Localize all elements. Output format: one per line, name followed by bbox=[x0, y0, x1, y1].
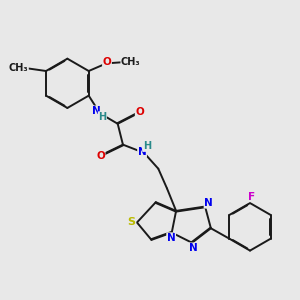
Text: N: N bbox=[167, 233, 176, 243]
Text: H: H bbox=[98, 112, 106, 122]
Text: F: F bbox=[248, 192, 255, 202]
Text: O: O bbox=[135, 106, 144, 117]
Text: N: N bbox=[189, 243, 198, 253]
Text: CH₃: CH₃ bbox=[121, 57, 141, 67]
Text: N: N bbox=[138, 147, 146, 157]
Text: O: O bbox=[96, 151, 105, 161]
Text: CH₃: CH₃ bbox=[9, 62, 28, 73]
Text: O: O bbox=[103, 57, 111, 67]
Text: N: N bbox=[204, 198, 213, 208]
Text: S: S bbox=[128, 218, 136, 227]
Text: H: H bbox=[142, 141, 151, 152]
Text: N: N bbox=[92, 106, 101, 116]
